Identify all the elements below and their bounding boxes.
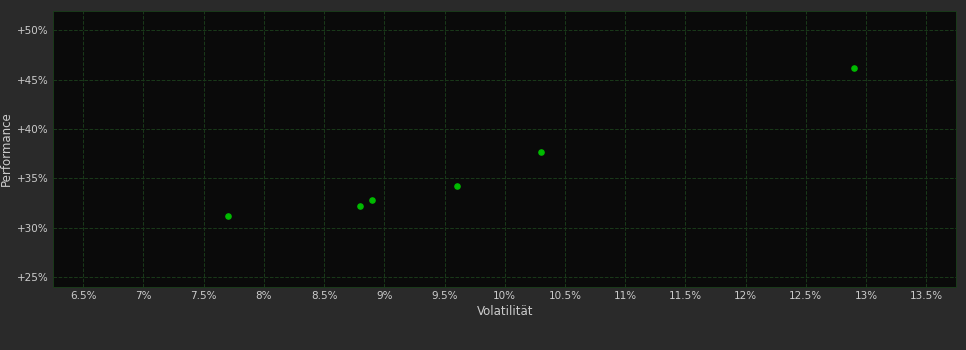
Point bbox=[533, 149, 549, 154]
Point bbox=[353, 203, 368, 209]
Point bbox=[846, 65, 862, 71]
Point bbox=[364, 197, 380, 203]
Point bbox=[220, 213, 236, 219]
Y-axis label: Performance: Performance bbox=[0, 111, 14, 186]
X-axis label: Volatilität: Volatilität bbox=[476, 305, 533, 318]
Point bbox=[449, 183, 465, 189]
